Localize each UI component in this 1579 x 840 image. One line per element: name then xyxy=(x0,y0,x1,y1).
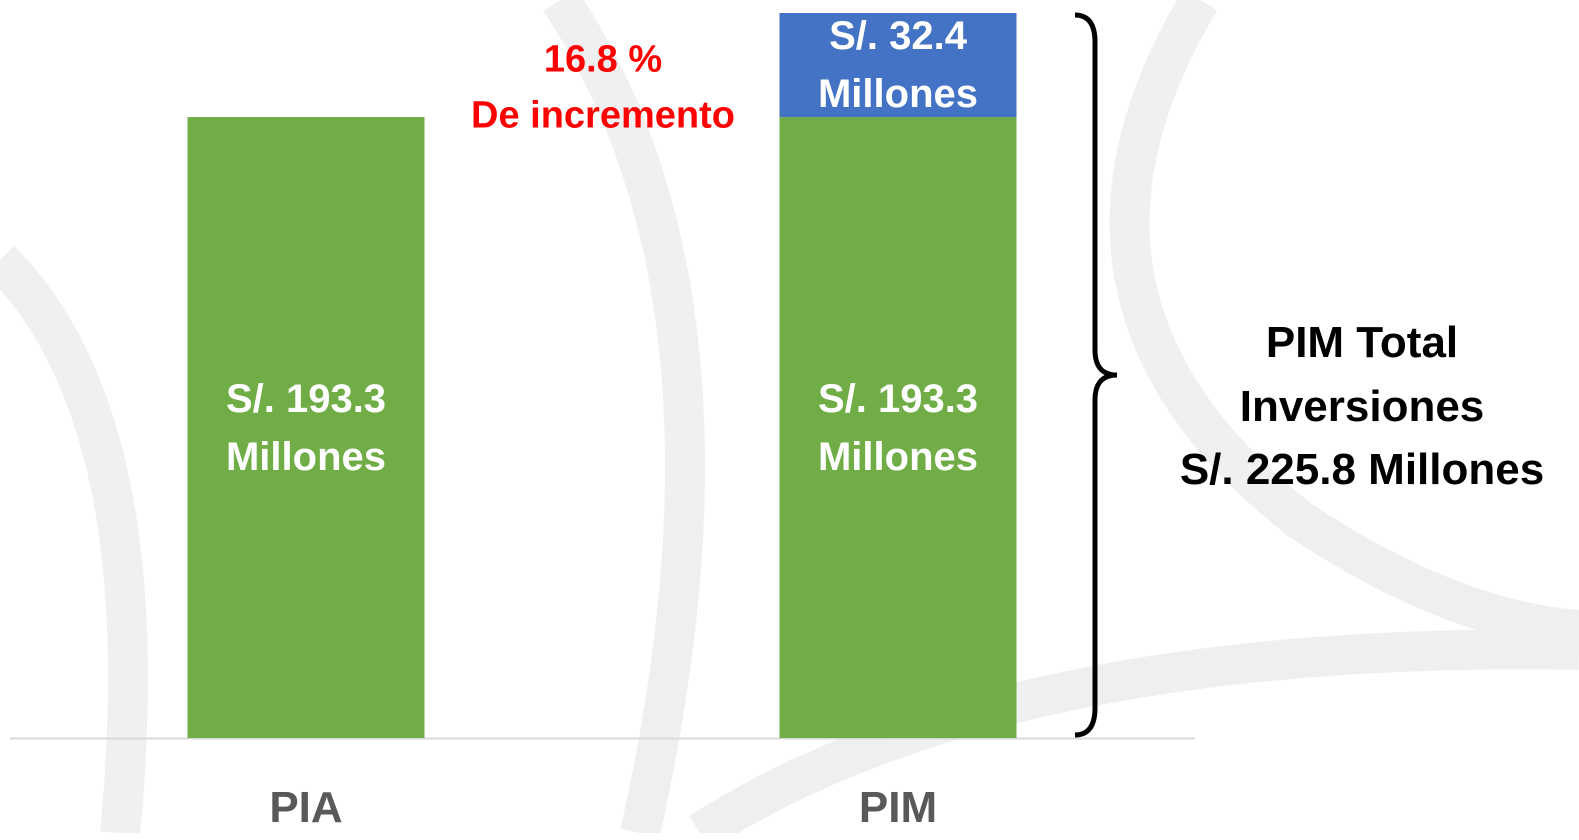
value-label: S/. 193.3 Millones xyxy=(225,376,387,479)
bar-segment xyxy=(779,13,1017,118)
bar-segment xyxy=(187,117,425,738)
swoosh xyxy=(0,245,148,833)
value-label: S/. 32.4 Millones xyxy=(817,14,979,117)
annotation: PIM Total xyxy=(1265,318,1459,368)
annotation: S/. 225.8 Millones xyxy=(1179,445,1545,495)
brace xyxy=(1074,12,1118,738)
swoosh xyxy=(689,629,1579,833)
bar-segment xyxy=(779,117,1017,738)
swoosh xyxy=(543,0,705,833)
x-tick-label: PIM xyxy=(858,783,938,833)
annotation: Inversiones xyxy=(1239,382,1485,432)
x-tick-label: PIA xyxy=(269,783,343,833)
value-label: S/. 193.3 Millones xyxy=(817,376,979,479)
annotation: De incremento xyxy=(471,94,735,137)
annotation: 16.8 % xyxy=(543,38,663,81)
swoosh xyxy=(1109,0,1579,650)
